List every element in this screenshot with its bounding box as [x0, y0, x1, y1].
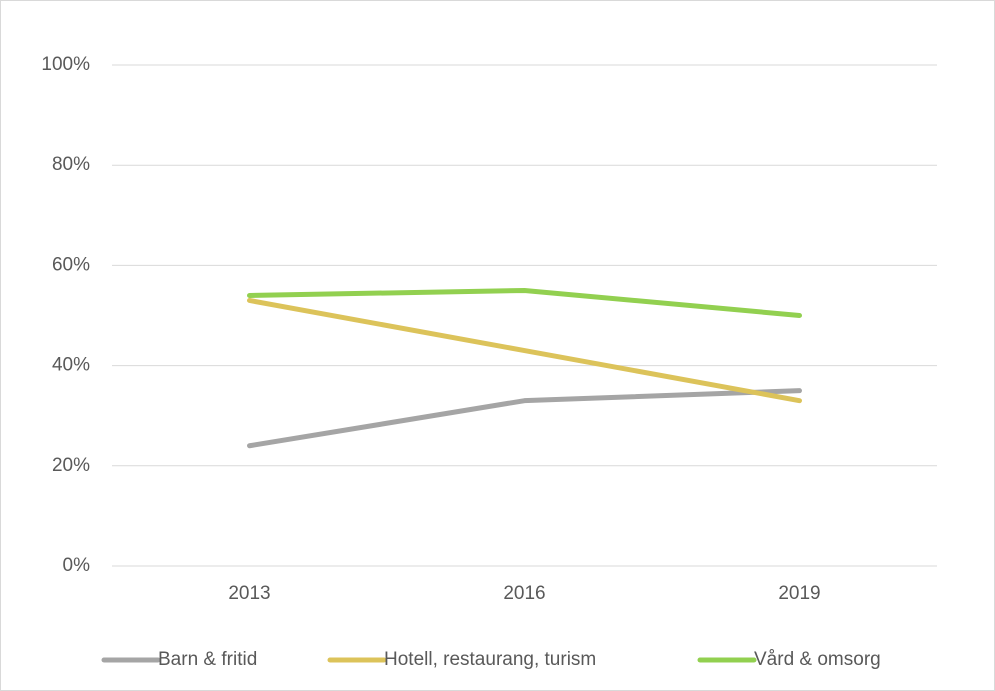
legend-label: Barn & fritid [158, 649, 257, 670]
legend-label: Hotell, restaurang, turism [384, 649, 596, 670]
series-line [247, 297, 802, 404]
x-tick-label: 2016 [503, 583, 545, 604]
y-tick-label: 20% [52, 455, 90, 476]
y-tick-label: 40% [52, 355, 90, 376]
legend-label: Vård & omsorg [754, 649, 881, 670]
x-tick-label: 2019 [778, 583, 820, 604]
series-line [247, 388, 802, 449]
x-tick-label: 2013 [228, 583, 270, 604]
y-tick-label: 100% [41, 54, 90, 75]
y-tick-label: 60% [52, 254, 90, 275]
y-tick-label: 0% [63, 555, 91, 576]
y-tick-label: 80% [52, 154, 90, 175]
series-line [247, 287, 802, 318]
